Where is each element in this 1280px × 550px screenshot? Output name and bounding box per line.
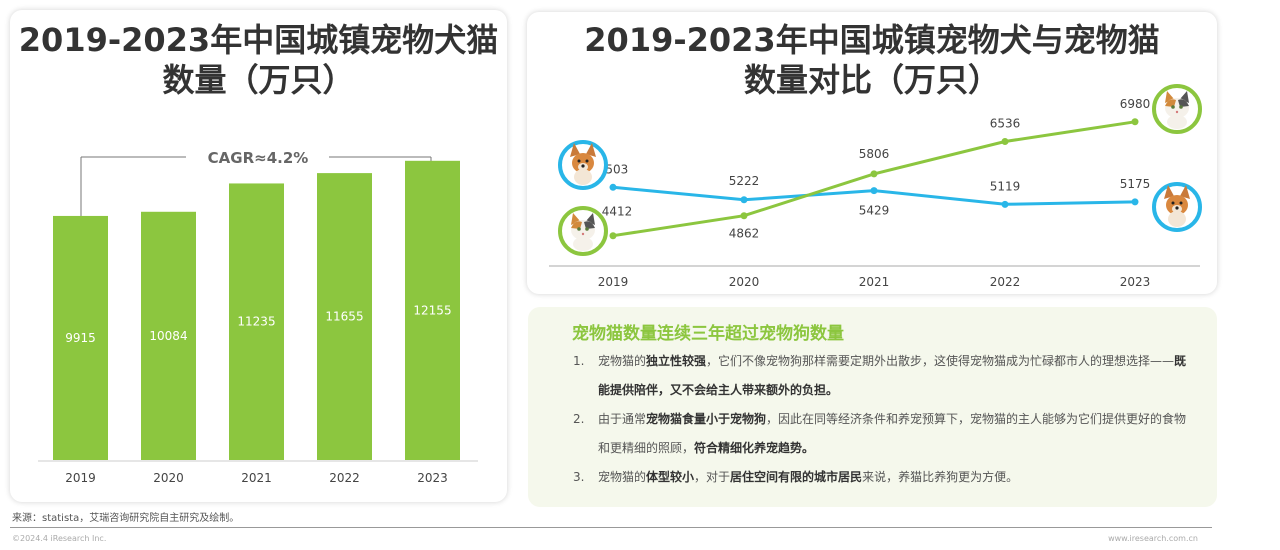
key-point-text: ，对于 [694,470,731,484]
footer-divider [10,527,1212,528]
key-point-text: 来说，养猫比养狗更为方便。 [862,470,1019,484]
series-line-cat [612,120,1136,238]
series-point-dog [609,183,617,191]
key-point-emphasis: 体型较小 [646,470,695,484]
series-point-dog [1001,200,1009,208]
bar-chart: CAGR≈4.2% 9915 10084 11235 11655 12155 2019 2… [38,149,478,485]
bar-category-label: 2019 [65,471,96,485]
key-point-emphasis: 独立性较强 [646,354,707,368]
key-points-list: 1. 宠物猫的独立性较强，它们不像宠物狗那样需要定期外出散步，这使得宠物猫成为忙碌… [568,347,1188,492]
series-value-label: 5222 [729,174,760,188]
bar-category-label: 2023 [417,471,448,485]
series-value-label: 4862 [729,227,760,241]
bar-category-label: 2020 [153,471,184,485]
cat-icon [1152,84,1202,134]
series-value-label: 5119 [990,179,1021,193]
bar-2020 [141,211,196,460]
line-x-tick-label: 2021 [859,275,890,289]
key-point-number: 2. [573,412,585,426]
line-chart-title-line-1: 2019-2023年中国城镇宠物犬与宠物猫 [584,21,1160,59]
key-point-emphasis: 既能提供陪伴，又不会给主人带来额外的负担。 [598,354,1187,397]
line-chart-title-line-2: 数量对比（万只） [743,61,1000,99]
bar-value-label: 11235 [237,315,275,329]
series-value-label: 5175 [1120,177,1151,191]
series-point-cat [870,170,878,178]
bar-category-label: 2022 [329,471,360,485]
key-point-number: 3. [573,470,585,484]
bar-value-label: 12155 [413,303,451,317]
bar-chart-title: 2019-2023年中国城镇宠物犬猫 数量（万只） [10,20,507,100]
series-value-label: 6536 [990,116,1021,130]
bar-value-label: 9915 [65,331,96,345]
series-point-cat [1001,137,1009,145]
key-point-text: 由于通常 [598,412,647,426]
copyright: ©2024.4 iResearch Inc. [12,534,107,543]
key-point-emphasis: 居住空间有限的城市居民 [730,470,863,484]
bar-category-label: 2021 [241,471,272,485]
series-value-label: 4412 [602,205,633,219]
line-x-tick-label: 2022 [990,275,1021,289]
key-point-emphasis: 符合精细化养宠趋势。 [694,441,815,455]
bar-value-label: 11655 [325,310,363,324]
key-point-text: 宠物猫的 [598,354,647,368]
series-value-label: 5429 [859,204,890,218]
series-point-dog [740,196,748,204]
bar-value-label: 10084 [149,329,187,343]
pet-icons [558,84,1202,256]
bar-chart-panel: 2019-2023年中国城镇宠物犬猫 数量（万只） CAGR≈4.2% 9915… [10,10,507,502]
key-point-1: 1. 宠物猫的独立性较强，它们不像宠物狗那样需要定期外出散步，这使得宠物猫成为忙碌… [568,347,1188,405]
series-point-dog [1131,198,1139,206]
line-x-tick-label: 2023 [1120,275,1151,289]
key-point-text: ，它们不像宠物狗那样需要定期外出散步，这使得宠物猫成为忙碌都市人的理想选择—— [706,354,1175,368]
key-point-emphasis: 宠物猫食量小于宠物狗 [646,412,767,426]
bar-2023 [405,160,460,461]
line-x-tick-label: 2019 [598,275,629,289]
bar-2021 [229,183,284,460]
website-url: www.iresearch.com.cn [1108,534,1198,543]
bars: 9915 10084 11235 11655 12155 [53,160,460,461]
source-note: 来源：statista，艾瑞咨询研究院自主研究及绘制。 [12,513,240,524]
key-point-number: 1. [573,354,585,368]
series-point-cat [609,232,617,240]
key-point-2: 2. 由于通常宠物猫食量小于宠物狗，因此在同等经济条件和养宠预算下，宠物猫的主人能… [568,405,1188,463]
key-point-text: ，因此在同等经济条件和养宠预算下，宠物猫的主人能够为它们提供更好的食物和更精细的… [598,412,1187,455]
cat-icon [558,206,608,256]
series-point-dog [870,187,878,195]
series-point-cat [1131,118,1139,126]
key-point-text: 宠物猫的 [598,470,647,484]
line-chart-title: 2019-2023年中国城镇宠物犬与宠物猫 数量对比（万只） [527,20,1217,100]
key-points-panel: 宠物猫数量连续三年超过宠物狗数量 1. 宠物猫的独立性较强，它们不像宠物狗那样需要… [528,307,1217,507]
series-value-label: 5806 [859,147,890,161]
bar-2022 [317,173,372,460]
dog-icon [1152,182,1202,232]
cagr-label: CAGR≈4.2% [208,149,309,167]
series-point-cat [740,212,748,220]
key-point-3: 3. 宠物猫的体型较小，对于居住空间有限的城市居民来说，养猫比养狗更为方便。 [568,463,1188,492]
bar-chart-title-line-1: 2019-2023年中国城镇宠物犬猫 [18,21,499,59]
dog-icon [558,140,608,190]
bar-2019 [53,215,108,460]
line-chart-panel: 2019-2023年中国城镇宠物犬与宠物猫 数量对比（万只） 5503 5222 5… [527,12,1217,294]
line-x-tick-label: 2020 [729,275,760,289]
series-value-label: 6980 [1120,97,1151,111]
bar-chart-title-line-2: 数量（万只） [162,61,355,99]
key-points-heading: 宠物猫数量连续三年超过宠物狗数量 [572,324,844,344]
